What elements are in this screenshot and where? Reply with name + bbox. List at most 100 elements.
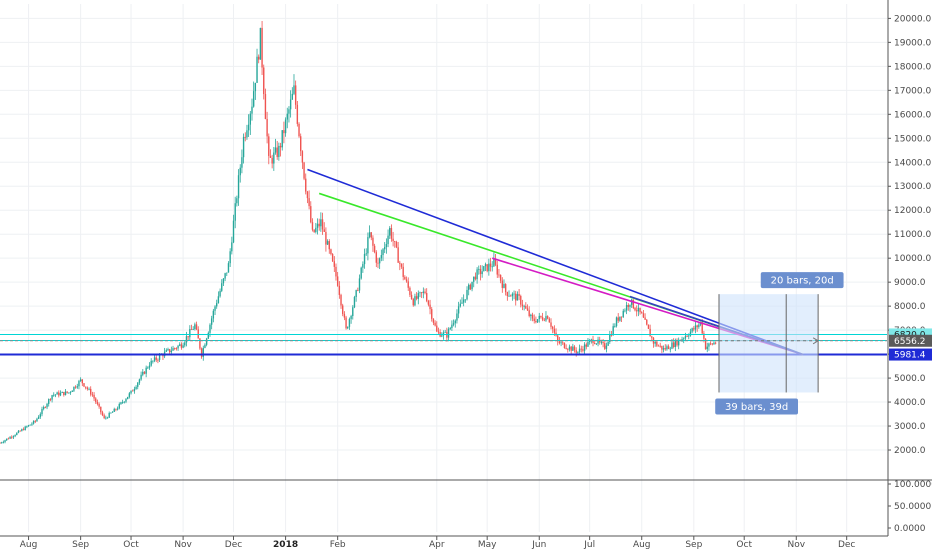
candle-body (110, 412, 112, 414)
candle-body (106, 417, 109, 419)
candle-body (380, 255, 383, 259)
candle-body (632, 299, 635, 309)
candle-body (306, 191, 309, 199)
candle-body (526, 308, 529, 311)
candle-body (27, 425, 30, 427)
lower-tick-label: 100.0000 (894, 480, 932, 490)
candle-body (469, 284, 472, 290)
candle-body (415, 296, 418, 299)
candle-body (219, 290, 221, 297)
candle-body (639, 307, 641, 313)
candle-body (600, 342, 603, 343)
candle-body (635, 310, 638, 312)
candle-body (449, 328, 451, 330)
candle-body (620, 316, 623, 318)
candle-body (693, 328, 695, 330)
candle-body (656, 341, 658, 346)
candle-body (575, 350, 577, 353)
candle-body (588, 340, 591, 342)
candle-body (479, 268, 482, 275)
candle-body (71, 390, 73, 392)
candle-body (214, 306, 216, 311)
candle-body (318, 223, 320, 227)
y-tick-label: 20000.0 (894, 14, 931, 24)
candle-body (308, 198, 310, 207)
candle-body (88, 388, 90, 390)
candle-body (138, 379, 141, 383)
candle-body (666, 346, 668, 350)
candle-body (483, 266, 485, 272)
candle-body (189, 329, 191, 338)
y-tick-label: 19000.0 (894, 38, 931, 48)
candle-body (291, 93, 294, 100)
candle-body (130, 390, 132, 394)
candle-body (523, 306, 525, 307)
candle-body (217, 296, 220, 304)
candle-body (622, 310, 624, 317)
candle-body (689, 331, 692, 336)
candle-body (320, 219, 322, 227)
candle-body (531, 314, 534, 319)
lower-tick-label: 0.0000 (894, 524, 926, 534)
candle-body (488, 263, 490, 272)
candle-body (330, 249, 332, 254)
candle-body (140, 374, 142, 380)
y-tick-label: 16000.0 (894, 110, 931, 120)
candle-body (184, 342, 186, 346)
candle-body (336, 276, 339, 286)
candle-body (624, 310, 626, 312)
candle-body (533, 318, 535, 321)
candle-body (143, 371, 146, 374)
candle-body (34, 420, 36, 422)
candle-body (410, 294, 413, 300)
candle-body (207, 332, 210, 339)
candle-body (2, 441, 5, 443)
projection-range: 20 bars, 20d 39 bars, 39d (715, 272, 844, 415)
candle-body (706, 346, 708, 350)
candle-body (340, 294, 342, 306)
candle-body (48, 399, 50, 404)
candle-body (95, 398, 97, 403)
candle-body (504, 284, 507, 293)
candle-body (432, 318, 435, 323)
candle-body (543, 319, 545, 321)
candle-body (583, 344, 586, 351)
candle-body (326, 241, 329, 245)
candle-body (175, 348, 178, 350)
candle-body (649, 328, 651, 337)
candle-body (436, 325, 438, 332)
y-tick-label: 12000.0 (894, 206, 931, 216)
candle-body (478, 268, 480, 270)
candle-body (629, 304, 631, 307)
candle-body (294, 85, 297, 105)
y-tick-label: 3000.0 (894, 422, 926, 432)
candle-body (69, 391, 72, 393)
candle-body (152, 360, 154, 362)
candle-body (548, 318, 551, 323)
price-tag-bg (889, 348, 932, 361)
candle-body (535, 320, 537, 323)
candle-body (590, 339, 593, 341)
candle-body (244, 136, 246, 138)
candle-body (232, 220, 235, 243)
candle-body (246, 130, 248, 138)
candle-body (617, 317, 619, 321)
candle-body (328, 241, 330, 250)
candle-body (530, 314, 532, 317)
candle-body (476, 269, 478, 280)
candle-body (241, 157, 243, 168)
candle-body (553, 328, 556, 333)
time-axis: Aug Sep Oct Nov Dec 2018 Feb Apr May Jun Jul Aug Sep… (20, 536, 855, 550)
candle-body (66, 391, 68, 393)
candle-body (634, 308, 636, 311)
candle-body (49, 399, 52, 400)
candle-body (168, 349, 171, 353)
candle-body (473, 276, 475, 282)
candle-body (142, 371, 144, 375)
candle-body (281, 130, 283, 148)
range-label-total-bg (715, 398, 799, 415)
candle-body (394, 241, 396, 242)
candle-body (226, 272, 228, 274)
candle-body (348, 318, 351, 327)
